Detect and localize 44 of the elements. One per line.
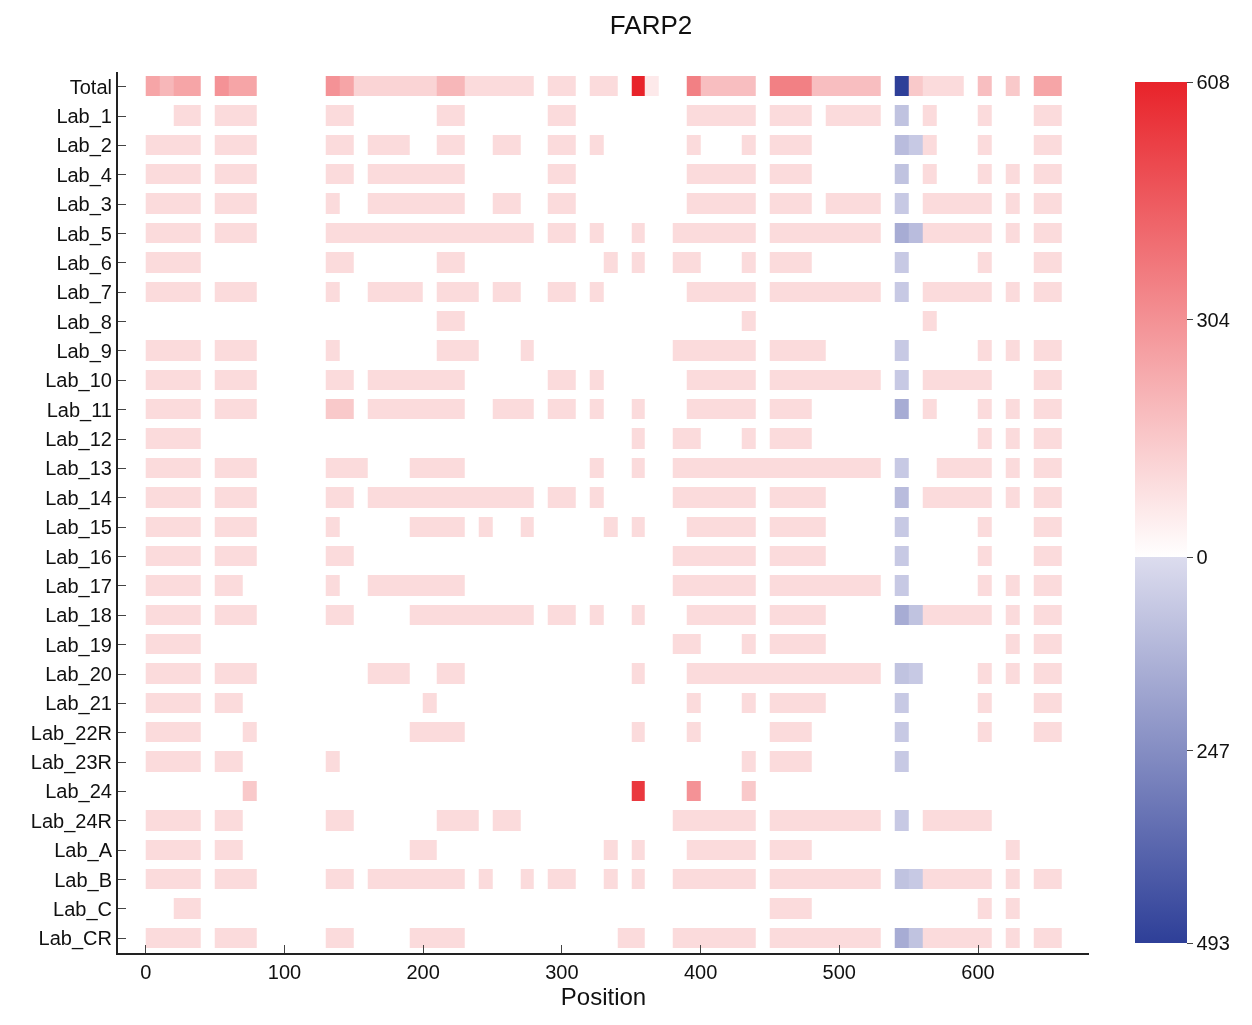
- x-tick-label: 100: [267, 961, 302, 983]
- y-tick-label: Lab_13: [45, 457, 112, 481]
- y-tick-label: Lab_1: [56, 105, 112, 129]
- y-tick-label: Lab_17: [45, 574, 112, 598]
- y-tick-label: Lab_24: [45, 780, 112, 804]
- chart-title: FARP2: [609, 9, 693, 40]
- y-tick-label: Lab_10: [45, 369, 112, 393]
- x-tick-label: 600: [961, 961, 995, 983]
- y-tick-label: Lab_16: [45, 545, 112, 569]
- x-tick-label: 300: [545, 961, 579, 983]
- y-tick-label: Lab_8: [56, 310, 112, 334]
- y-tick-label: Lab_11: [46, 398, 112, 422]
- y-tick-label: Total: [69, 75, 112, 98]
- y-tick-label: Lab_5: [56, 222, 112, 246]
- y-tick-label: Lab_12: [45, 428, 112, 452]
- y-tick-label: Lab_CR: [38, 927, 112, 951]
- y-tick-label: Lab_C: [53, 897, 112, 921]
- color-bar-label: 493: [1196, 932, 1230, 954]
- y-tick-label: Lab_9: [56, 339, 112, 363]
- color-bar-label: 608: [1196, 71, 1230, 93]
- y-tick-label: Lab_A: [54, 839, 113, 863]
- color-bar-label: 304: [1196, 308, 1230, 331]
- y-tick-label: Lab_22R: [30, 721, 112, 745]
- x-tick-label: 400: [683, 961, 718, 983]
- y-tick-label: Lab_18: [45, 604, 112, 628]
- x-tick-label: 500: [822, 961, 856, 983]
- y-tick-label: Lab_23R: [30, 751, 112, 775]
- color-bar-label: 247: [1196, 739, 1230, 762]
- x-tick-label: 200: [406, 961, 440, 983]
- y-tick-label: Lab_20: [45, 663, 112, 687]
- x-tick-label: 0: [140, 961, 152, 983]
- y-tick-label: Lab_24R: [30, 809, 112, 833]
- y-tick-label: Lab_4: [56, 163, 112, 187]
- y-tick-label: Lab_6: [56, 251, 112, 275]
- y-tick-label: Lab_14: [45, 486, 112, 510]
- y-tick-label: Lab_19: [45, 633, 112, 657]
- y-tick-label: Lab_2: [56, 134, 112, 158]
- y-tick-label: Lab_15: [45, 516, 112, 540]
- x-axis-title: Position: [560, 983, 647, 1010]
- y-tick-label: Lab_3: [56, 193, 112, 217]
- y-tick-label: Lab_21: [45, 692, 112, 716]
- y-tick-label: Lab_B: [54, 868, 112, 892]
- y-tick-label: Lab_7: [56, 281, 112, 305]
- color-bar-label: 0: [1196, 546, 1208, 569]
